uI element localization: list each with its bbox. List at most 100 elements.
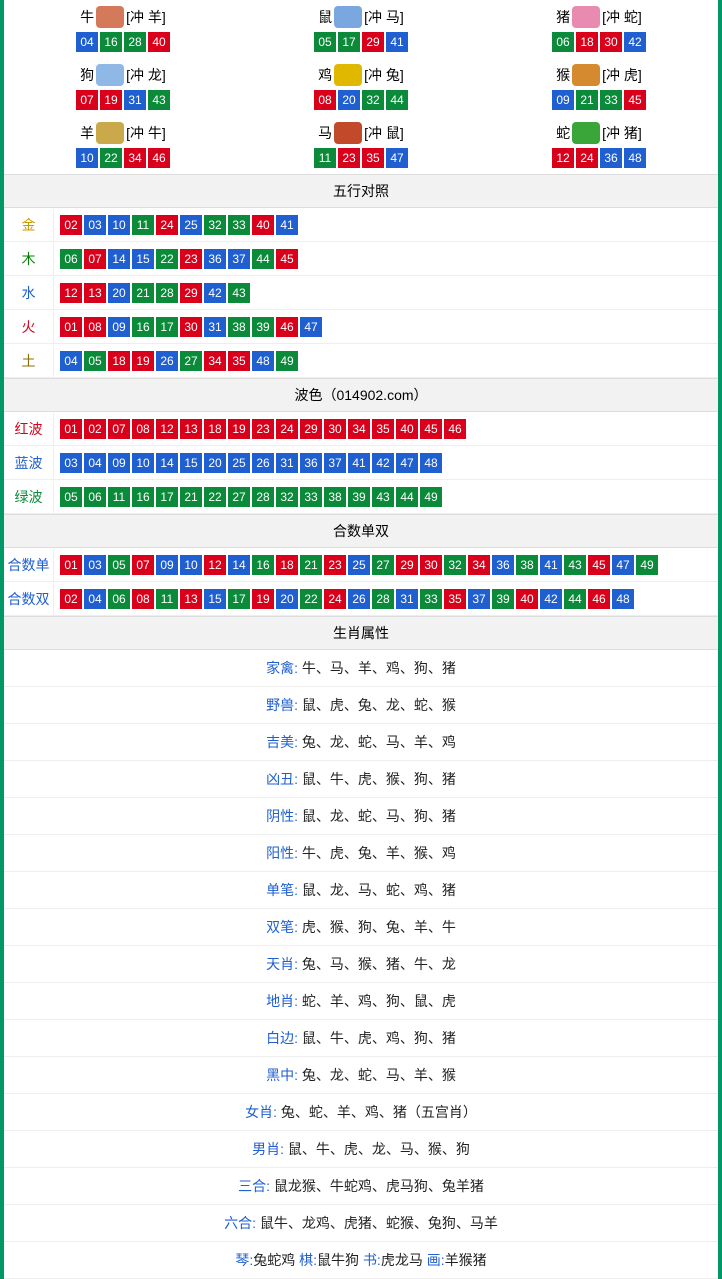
num-chip: 28 xyxy=(124,32,146,52)
num-chip: 24 xyxy=(324,589,346,609)
num-chip: 37 xyxy=(324,453,346,473)
num-chip: 35 xyxy=(444,589,466,609)
num-chip: 19 xyxy=(132,351,154,371)
num-chip: 03 xyxy=(84,555,106,575)
num-chip: 43 xyxy=(372,487,394,507)
attr-label: 三合: xyxy=(238,1178,274,1194)
num-chip: 22 xyxy=(300,589,322,609)
num-chip: 04 xyxy=(76,32,98,52)
row-nums: 02031011242532334041 xyxy=(54,209,304,241)
num-chip: 33 xyxy=(420,589,442,609)
num-chip: 36 xyxy=(300,453,322,473)
attr-value: 鼠、牛、虎、鸡、狗、猪 xyxy=(302,1030,456,1046)
num-chip: 02 xyxy=(84,419,106,439)
num-chip: 44 xyxy=(386,90,408,110)
num-chip: 20 xyxy=(204,453,226,473)
attr-row: 家禽: 牛、马、羊、鸡、狗、猪 xyxy=(4,650,718,687)
bose-header: 波色（014902.com） xyxy=(4,378,718,412)
num-chip: 12 xyxy=(156,419,178,439)
num-chip: 21 xyxy=(180,487,202,507)
num-chip: 17 xyxy=(228,589,250,609)
num-chip: 39 xyxy=(252,317,274,337)
num-chip: 39 xyxy=(348,487,370,507)
num-chip: 42 xyxy=(372,453,394,473)
num-chip: 20 xyxy=(276,589,298,609)
zodiac-name: 蛇 xyxy=(556,123,570,143)
num-chip: 44 xyxy=(396,487,418,507)
zodiac-cell: 牛 [冲 羊] 04162840 xyxy=(4,0,242,58)
attr-row: 阴性: 鼠、龙、蛇、马、狗、猪 xyxy=(4,798,718,835)
zodiac-nums: 07193143 xyxy=(8,90,238,110)
attr-value: 鼠、牛、虎、龙、马、猴、狗 xyxy=(288,1141,470,1157)
num-chip: 24 xyxy=(276,419,298,439)
attr-row: 地肖: 蛇、羊、鸡、狗、鼠、虎 xyxy=(4,983,718,1020)
num-chip: 06 xyxy=(108,589,130,609)
num-chip: 01 xyxy=(60,555,82,575)
num-chip: 46 xyxy=(588,589,610,609)
num-chip: 17 xyxy=(338,32,360,52)
num-chip: 11 xyxy=(156,589,178,609)
attr-label: 天肖: xyxy=(266,956,302,972)
num-chip: 14 xyxy=(228,555,250,575)
attr-row: 野兽: 鼠、虎、兔、龙、蛇、猴 xyxy=(4,687,718,724)
num-chip: 38 xyxy=(516,555,538,575)
num-chip: 15 xyxy=(132,249,154,269)
num-chip: 26 xyxy=(156,351,178,371)
row-nums: 05061116172122272832333839434449 xyxy=(54,481,448,513)
num-chip: 13 xyxy=(84,283,106,303)
heshu-section: 合数单 010305070910121416182123252729303234… xyxy=(4,548,718,616)
zodiac-clash: [冲 虎] xyxy=(602,65,642,85)
num-chip: 08 xyxy=(132,419,154,439)
num-chip: 02 xyxy=(60,589,82,609)
attr-value: 虎龙马 xyxy=(381,1252,427,1268)
num-chip: 43 xyxy=(228,283,250,303)
num-chip: 16 xyxy=(252,555,274,575)
zodiac-cell: 羊 [冲 牛] 10223446 xyxy=(4,116,242,174)
data-row: 合数单 010305070910121416182123252729303234… xyxy=(4,548,718,582)
num-chip: 34 xyxy=(348,419,370,439)
num-chip: 04 xyxy=(60,351,82,371)
zodiac-icon xyxy=(572,64,600,86)
num-chip: 22 xyxy=(100,148,122,168)
num-chip: 18 xyxy=(576,32,598,52)
attr-label: 单笔: xyxy=(266,882,302,898)
num-chip: 35 xyxy=(228,351,250,371)
row-label: 绿波 xyxy=(4,481,54,513)
num-chip: 42 xyxy=(540,589,562,609)
attr-row: 双笔: 虎、猴、狗、兔、羊、牛 xyxy=(4,909,718,946)
num-chip: 15 xyxy=(180,453,202,473)
row-nums: 0108091617303138394647 xyxy=(54,311,328,343)
row-nums: 0103050709101214161821232527293032343638… xyxy=(54,549,664,581)
num-chip: 41 xyxy=(276,215,298,235)
num-chip: 03 xyxy=(60,453,82,473)
row-label: 火 xyxy=(4,311,54,343)
attr-value: 鼠牛狗 xyxy=(317,1252,363,1268)
row-label: 红波 xyxy=(4,413,54,445)
num-chip: 05 xyxy=(314,32,336,52)
row-label: 合数单 xyxy=(4,549,54,581)
num-chip: 07 xyxy=(108,419,130,439)
zodiac-clash: [冲 鼠] xyxy=(364,123,404,143)
attr-label: 凶丑: xyxy=(266,771,302,787)
num-chip: 11 xyxy=(314,148,336,168)
attr-value: 蛇、羊、鸡、狗、鼠、虎 xyxy=(302,993,456,1009)
num-chip: 45 xyxy=(276,249,298,269)
row-nums: 04051819262734354849 xyxy=(54,345,304,377)
num-chip: 10 xyxy=(76,148,98,168)
num-chip: 39 xyxy=(492,589,514,609)
row-label: 木 xyxy=(4,243,54,275)
num-chip: 24 xyxy=(156,215,178,235)
num-chip: 41 xyxy=(540,555,562,575)
num-chip: 23 xyxy=(338,148,360,168)
num-chip: 48 xyxy=(252,351,274,371)
zodiac-icon xyxy=(96,122,124,144)
num-chip: 08 xyxy=(132,589,154,609)
num-chip: 36 xyxy=(204,249,226,269)
num-chip: 17 xyxy=(156,487,178,507)
num-chip: 42 xyxy=(204,283,226,303)
num-chip: 44 xyxy=(564,589,586,609)
num-chip: 47 xyxy=(300,317,322,337)
zodiac-name: 鸡 xyxy=(318,65,332,85)
num-chip: 05 xyxy=(108,555,130,575)
attr-label: 琴: xyxy=(235,1252,253,1268)
